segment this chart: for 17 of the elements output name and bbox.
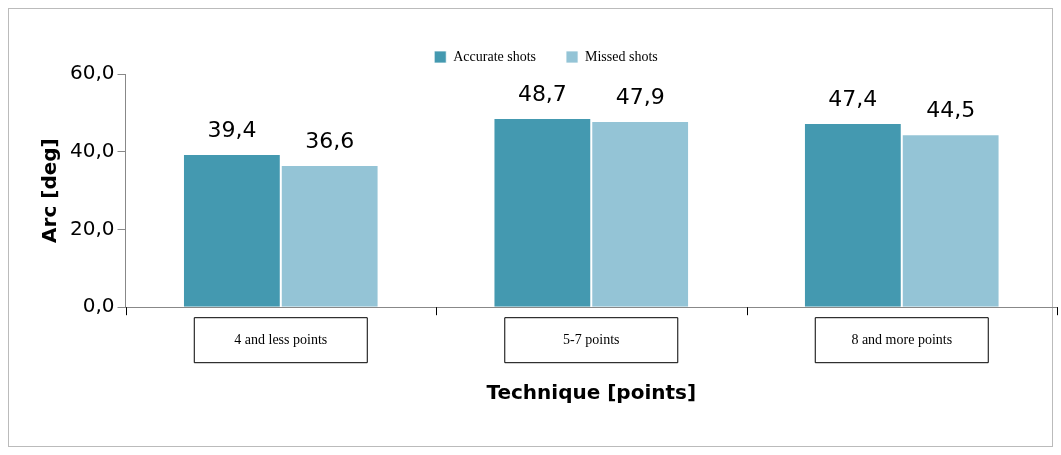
legend-label: Accurate shots — [453, 48, 537, 64]
y-tick-label: 0,0 — [82, 293, 115, 318]
y-tick-label: 60,0 — [70, 60, 115, 85]
data-label: 44,5 — [926, 96, 976, 122]
x-tick-label: 8 and more points — [851, 332, 953, 348]
y-axis-title: Arc [deg] — [37, 138, 62, 243]
x-tick-label: 4 and less points — [234, 332, 328, 348]
data-label: 39,4 — [207, 116, 257, 142]
x-axis-title: Technique [points] — [486, 380, 697, 405]
y-tick-label: 20,0 — [70, 215, 115, 240]
legend-label: Missed shots — [585, 48, 658, 64]
data-label: 36,6 — [305, 127, 355, 153]
data-label: 47,9 — [615, 83, 665, 109]
x-tick-label: 5-7 points — [563, 332, 620, 348]
data-label: 47,4 — [828, 85, 878, 111]
data-label: 48,7 — [517, 80, 567, 106]
y-tick-label: 40,0 — [70, 137, 115, 162]
